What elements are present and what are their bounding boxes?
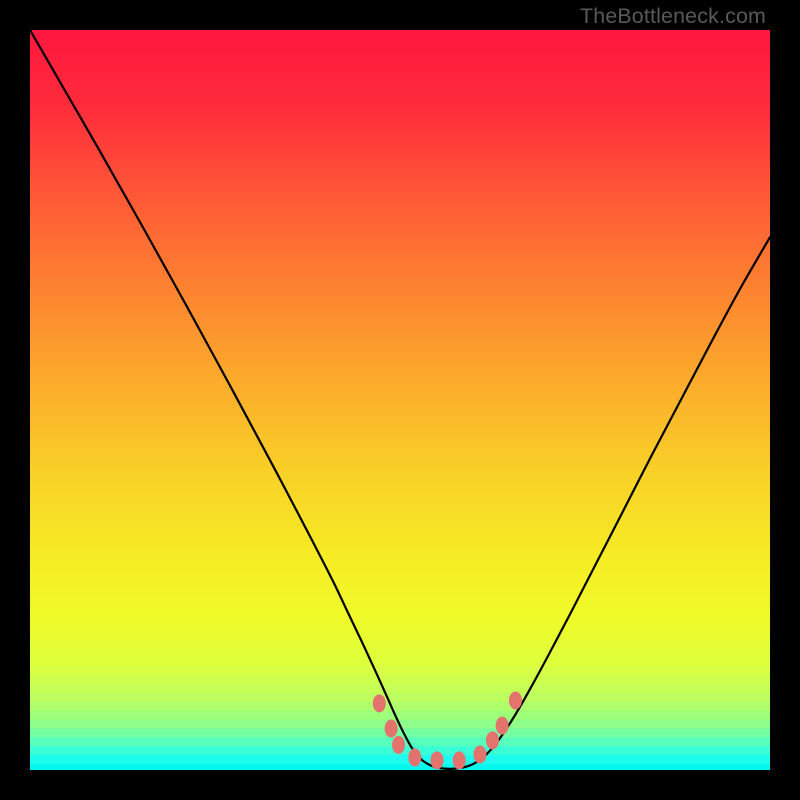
watermark-text: TheBottleneck.com [580, 4, 766, 29]
bottleneck-curve [30, 30, 770, 770]
curve-marker [431, 751, 444, 769]
curve-markers [373, 691, 522, 769]
curve-marker [486, 731, 499, 749]
curve-marker [408, 748, 421, 766]
chart-frame [0, 0, 800, 800]
curve-marker [453, 751, 466, 769]
curve-marker [392, 736, 405, 754]
curve-marker [509, 691, 522, 709]
curve-marker [373, 694, 386, 712]
curve-marker [496, 717, 509, 735]
curve-marker [385, 720, 398, 738]
curve-marker [473, 745, 486, 763]
plot-area [30, 30, 770, 770]
